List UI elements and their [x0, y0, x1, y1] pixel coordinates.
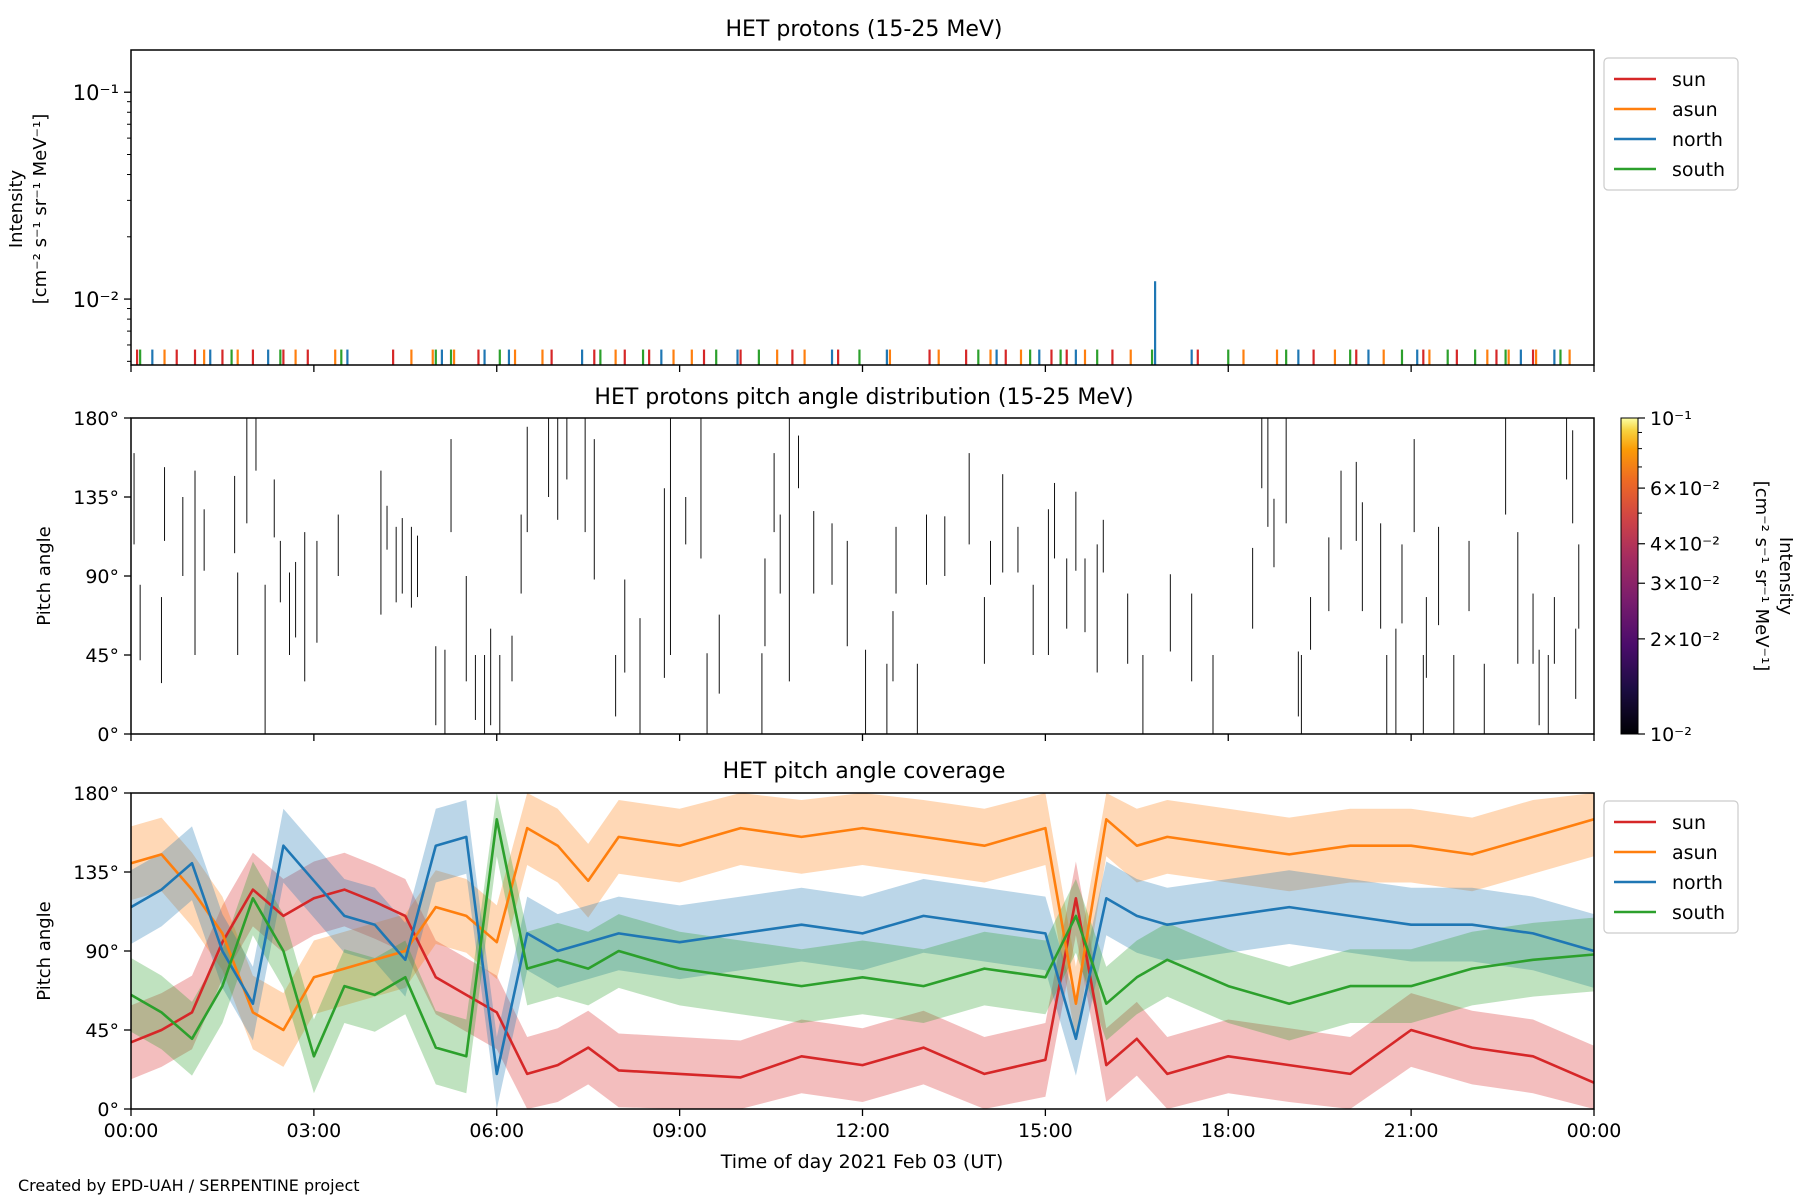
- colorbar-tick-label: 10⁻¹: [1650, 408, 1692, 430]
- panel3-title: HET pitch angle coverage: [723, 759, 1006, 784]
- panel3-ylabel: Pitch angle: [34, 901, 55, 1000]
- x-tick-label: 00:00: [104, 1120, 159, 1142]
- y-tick-label: 45°: [85, 1020, 119, 1042]
- panel2-y-axis: 0° 45° 90° 135° 180°: [73, 408, 131, 746]
- panel1-x-ticks: [130, 365, 1595, 372]
- x-tick-label: 09:00: [652, 1120, 707, 1142]
- panel1-title: HET protons (15-25 MeV): [726, 17, 1003, 42]
- colorbar-ticks: 10⁻¹ 6×10⁻² 4×10⁻² 3×10⁻² 2×10⁻² 10⁻²: [1638, 408, 1720, 746]
- south-coverage-line: [130, 818, 1595, 1058]
- asun-coverage-band: [131, 793, 1594, 1067]
- panel1-ylabel-line2: [cm⁻² s⁻¹ sr⁻¹ MeV⁻¹]: [30, 114, 51, 305]
- panel1-series: [135, 281, 1571, 365]
- legend-label-south: south: [1672, 159, 1725, 181]
- x-tick-label: 12:00: [835, 1120, 890, 1142]
- south-coverage-band: [131, 793, 1594, 1094]
- panel1-y-axis: 10⁻² 10⁻¹: [73, 81, 131, 362]
- panel3-x-ticks: 00:00 03:00 06:00 09:00 12:00 15:00 18:00 21:00…: [104, 1109, 1622, 1142]
- x-tick-label: 15:00: [1018, 1120, 1073, 1142]
- panel-pitch-angle-distribution: HET protons pitch angle distribution (15…: [34, 385, 1796, 746]
- panel3-y-axis: 0° 45° 90° 135° 180°: [73, 783, 131, 1121]
- panel1-legend: sun asun north south: [1603, 57, 1739, 191]
- x-tick-label: 03:00: [286, 1120, 341, 1142]
- sun-coverage-band: [131, 852, 1594, 1109]
- legend-label-north: north: [1672, 129, 1723, 151]
- colorbar: [1620, 417, 1639, 735]
- y-tick-label: 135°: [73, 862, 119, 884]
- y-tick-label: 90°: [85, 941, 119, 963]
- colorbar-tick-label: 4×10⁻²: [1650, 534, 1720, 556]
- y-tick-label: 135°: [73, 487, 119, 509]
- sun-coverage-line: [130, 888, 1595, 1084]
- north-coverage-band: [131, 800, 1594, 1109]
- x-tick-label: 00:00: [1567, 1120, 1622, 1142]
- x-tick-label: 18:00: [1201, 1120, 1256, 1142]
- colorbar-label-line1: Intensity: [1775, 537, 1796, 616]
- legend-label-north: north: [1672, 872, 1723, 894]
- colorbar-label-line2: [cm⁻² s⁻¹ sr⁻¹ MeV⁻¹]: [1751, 481, 1772, 672]
- legend-box: [1603, 57, 1739, 191]
- panel3-coverage-lines: [130, 818, 1595, 1084]
- panel2-x-ticks: [130, 734, 1595, 741]
- panel1-frame: [130, 49, 1595, 366]
- y-tick-label: 180°: [73, 783, 119, 805]
- colorbar-tick-label: 6×10⁻²: [1650, 478, 1720, 500]
- y-tick-label: 90°: [85, 566, 119, 588]
- y-tick-label: 180°: [73, 408, 119, 430]
- colorbar-tick-label: 2×10⁻²: [1650, 629, 1720, 651]
- north-coverage-line: [130, 835, 1595, 1076]
- legend-label-sun: sun: [1672, 69, 1706, 91]
- panel2-title: HET protons pitch angle distribution (15…: [594, 385, 1133, 410]
- legend-label-asun: asun: [1672, 99, 1718, 121]
- panel2-ylabel: Pitch angle: [34, 526, 55, 625]
- asun-coverage-line: [130, 818, 1595, 1032]
- panel1-ylabel-line1: Intensity: [6, 169, 27, 248]
- panel3-coverage-bands: [131, 793, 1594, 1109]
- y-tick-label: 0°: [97, 1099, 119, 1121]
- y-tick-label: 0°: [97, 724, 119, 746]
- legend-label-asun: asun: [1672, 842, 1718, 864]
- y-tick-label: 10⁻¹: [73, 81, 119, 105]
- colorbar-tick-label: 10⁻²: [1650, 724, 1692, 746]
- panel-protons-intensity: HET protons (15-25 MeV) 10⁻² 10⁻¹ Intensi…: [6, 17, 1739, 372]
- panel3-legend: sun asun north south: [1603, 800, 1739, 934]
- panel2-frame: [130, 417, 1595, 735]
- legend-label-south: south: [1672, 902, 1725, 924]
- y-tick-label: 45°: [85, 645, 119, 667]
- y-tick-label: 10⁻²: [73, 288, 119, 312]
- x-tick-label: 21:00: [1384, 1120, 1439, 1142]
- x-tick-label: 06:00: [469, 1120, 524, 1142]
- panel-pitch-angle-coverage: HET pitch angle coverage 0° 45° 90° 135° 180…: [34, 759, 1739, 1173]
- legend-box: [1603, 800, 1739, 934]
- legend-label-sun: sun: [1672, 812, 1706, 834]
- x-axis-label: Time of day 2021 Feb 03 (UT): [720, 1151, 1004, 1173]
- panel2-heatmap-segments: [133, 418, 1580, 734]
- footer-credit: Created by EPD-UAH / SERPENTINE project: [18, 1176, 360, 1195]
- colorbar-tick-label: 3×10⁻²: [1650, 573, 1720, 595]
